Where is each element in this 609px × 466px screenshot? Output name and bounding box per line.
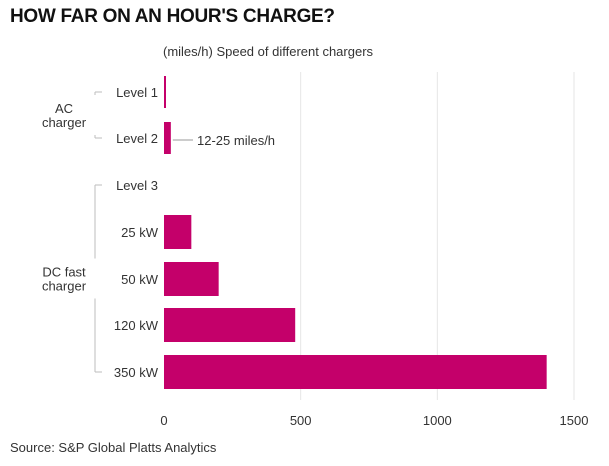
category-label: 50 kW bbox=[121, 272, 159, 287]
x-tick-label: 1500 bbox=[560, 413, 589, 428]
bar-50-kw bbox=[164, 262, 219, 296]
grid-lines bbox=[300, 72, 575, 400]
x-tick-label: 500 bbox=[290, 413, 312, 428]
bar-level-1 bbox=[164, 76, 166, 108]
chart-subtitle: (miles/h) Speed of different chargers bbox=[163, 44, 374, 59]
category-label: 25 kW bbox=[121, 225, 159, 240]
bar-350-kw bbox=[164, 355, 547, 389]
labels: 0 500 1000 1500 Level 1 Level 2 Level 3 25 kW 50… bbox=[42, 85, 589, 428]
category-label: 120 kW bbox=[114, 318, 159, 333]
group-label: DC fast bbox=[42, 265, 86, 280]
group-brackets bbox=[94, 91, 102, 373]
bar-level-2 bbox=[164, 122, 171, 154]
bar-120-kw bbox=[164, 308, 296, 342]
source-note: Source: S&P Global Platts Analytics bbox=[10, 440, 217, 455]
group-label: charger bbox=[42, 115, 87, 130]
category-label: Level 2 bbox=[116, 131, 158, 146]
category-label: Level 1 bbox=[116, 85, 158, 100]
chart-title: HOW FAR ON AN HOUR'S CHARGE? bbox=[10, 6, 335, 27]
annotation-label: 12-25 miles/h bbox=[197, 133, 275, 148]
bar-25-kw bbox=[164, 215, 192, 249]
x-tick-label: 0 bbox=[160, 413, 167, 428]
x-tick-label: 1000 bbox=[423, 413, 452, 428]
group-label: AC bbox=[55, 101, 73, 116]
group-label: charger bbox=[42, 279, 87, 294]
bars bbox=[164, 76, 547, 389]
category-label: 350 kW bbox=[114, 365, 159, 380]
category-label: Level 3 bbox=[116, 178, 158, 193]
